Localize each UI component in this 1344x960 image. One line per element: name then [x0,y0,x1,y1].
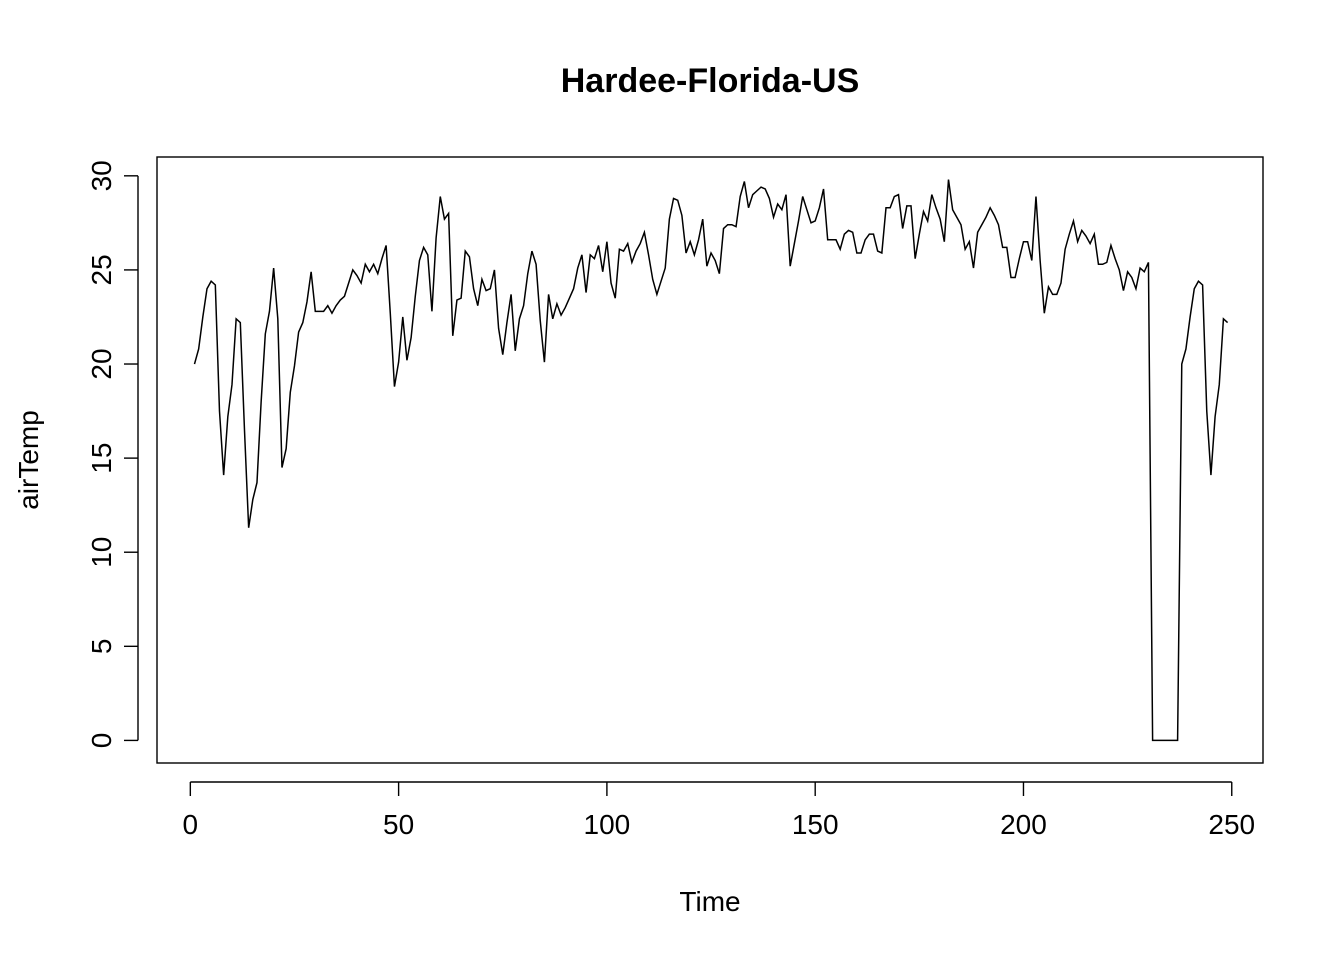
series-group [193,179,1229,742]
x-tick-label: 250 [1208,809,1255,840]
y-axis: 0 5 10 15 20 25 30 [86,160,139,749]
x-tick-label: 0 [183,809,199,840]
y-tick-label: 5 [86,639,117,655]
y-axis-title: airTemp [13,410,44,510]
x-tick-label: 200 [1000,809,1047,840]
x-axis-title: Time [679,886,740,917]
x-tick-label: 50 [383,809,414,840]
plot-frame [156,156,1264,764]
x-tick-label: 100 [584,809,631,840]
y-tick-label: 10 [86,537,117,568]
series-line [193,179,1229,742]
y-tick-label: 15 [86,443,117,474]
y-tick-label: 20 [86,348,117,379]
x-axis: 0 50 100 150 200 250 [183,781,1255,840]
y-tick-label: 25 [86,254,117,285]
chart-title: Hardee-Florida-US [561,62,860,100]
y-tick-label: 30 [86,160,117,191]
x-tick-label: 150 [792,809,839,840]
y-tick-label: 0 [86,733,117,749]
